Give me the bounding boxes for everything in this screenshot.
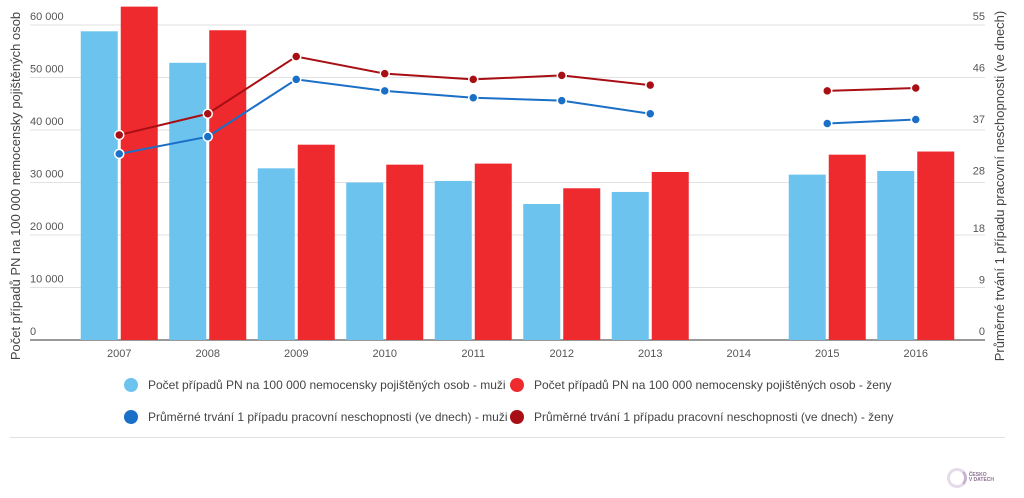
bar-women-2011 — [474, 163, 512, 340]
point-men-2011 — [468, 92, 479, 103]
point-men-2012 — [556, 95, 567, 106]
right-tick-label: 46 — [973, 63, 985, 75]
brand-logo: ČESKO V DATECH — [946, 468, 994, 488]
right-tick-label: 28 — [973, 166, 985, 178]
right-tick-label: 0 — [979, 326, 985, 338]
point-women-2013 — [645, 79, 656, 91]
legend-item-line-women: Průměrné trvání 1 případu pracovní nesch… — [510, 410, 894, 424]
bar-men-2013 — [611, 191, 649, 340]
legend-item-bar-men: Počet případů PN na 100 000 nemocensky p… — [124, 378, 506, 392]
bar-men-2007 — [80, 31, 118, 341]
left-axis-title: Počet případů PN na 100 000 nemocensky p… — [8, 12, 23, 360]
left-tick-label: 0 — [30, 326, 36, 338]
bar-women-2015 — [828, 154, 866, 340]
left-tick-label: 30 000 — [30, 169, 64, 181]
legend-swatch-icon — [124, 410, 138, 424]
bar-women-2008 — [209, 30, 247, 340]
right-axis-ticks: 0 9 18 28 37 46 55 — [973, 11, 985, 338]
line-women — [827, 87, 916, 92]
right-axis-title: Průměrné trvání 1 případu pracovní nesch… — [992, 11, 1007, 361]
legend-label: Průměrné trvání 1 případu pracovní nesch… — [148, 410, 508, 424]
left-tick-label: 40 000 — [30, 116, 64, 128]
legend-swatch-icon — [510, 410, 524, 424]
left-tick-label: 10 000 — [30, 274, 64, 286]
point-men-2013 — [645, 108, 656, 120]
bar-women-2009 — [297, 144, 335, 340]
point-women-2012 — [556, 70, 567, 81]
legend-swatch-icon — [510, 378, 524, 392]
left-axis-ticks: 0 10 000 20 000 30 000 40 000 50 000 60 000 — [30, 11, 64, 338]
legend-swatch-icon — [124, 378, 138, 392]
point-men-2016 — [910, 114, 921, 125]
bar-women-2012 — [563, 188, 601, 340]
x-tick-label: 2008 — [196, 348, 220, 360]
point-men-2009 — [291, 74, 302, 85]
bar-men-2011 — [434, 180, 472, 340]
right-tick-label: 9 — [979, 274, 985, 286]
line-men — [827, 118, 916, 125]
point-women-2010 — [379, 68, 390, 79]
point-women-2015 — [822, 85, 833, 97]
x-axis-ticks: 2007 2008 2009 2010 2011 2012 2013 2014 2015 2016 — [107, 348, 928, 360]
x-tick-label: 2010 — [373, 348, 397, 360]
bar-men-2010 — [346, 182, 384, 340]
x-tick-label: 2013 — [638, 348, 662, 360]
x-tick-label: 2009 — [284, 348, 308, 360]
point-women-2011 — [468, 74, 479, 85]
bar-men-2009 — [257, 168, 295, 340]
left-tick-label: 60 000 — [30, 11, 64, 23]
right-tick-label: 55 — [973, 11, 985, 23]
x-tick-label: 2012 — [550, 348, 574, 360]
x-tick-label: 2007 — [107, 348, 131, 360]
legend-label: Počet případů PN na 100 000 nemocensky p… — [148, 378, 506, 392]
point-men-2010 — [379, 85, 390, 97]
right-tick-label: 18 — [973, 223, 985, 235]
left-tick-label: 20 000 — [30, 221, 64, 233]
x-tick-label: 2014 — [727, 348, 751, 360]
bar-men-2012 — [523, 204, 561, 340]
bar-men-2015 — [788, 174, 826, 340]
bar-women-2013 — [651, 172, 689, 340]
point-women-2007 — [114, 129, 125, 141]
bar-men-2008 — [169, 62, 207, 341]
point-men-2015 — [822, 118, 833, 129]
bar-women-2016 — [917, 151, 955, 340]
legend-item-line-men: Průměrné trvání 1 případu pracovní nesch… — [124, 410, 508, 424]
bar-series-group — [80, 6, 955, 341]
x-tick-label: 2011 — [461, 348, 485, 360]
x-tick-label: 2016 — [904, 348, 928, 360]
combo-chart: 0 10 000 20 000 30 000 40 000 50 000 60 000 0 9… — [8, 6, 1007, 361]
legend-item-bar-women: Počet případů PN na 100 000 nemocensky p… — [510, 378, 892, 392]
x-tick-label: 2015 — [815, 348, 839, 360]
footer-divider — [10, 437, 1005, 438]
line-series-group — [114, 51, 921, 160]
point-men-2008 — [202, 131, 213, 142]
legend-label: Průměrné trvání 1 případu pracovní nesch… — [534, 410, 894, 424]
logo-text: ČESKO V DATECH — [968, 472, 994, 483]
point-women-2009 — [291, 51, 302, 62]
left-tick-label: 50 000 — [30, 64, 64, 76]
logo-ring-icon — [946, 468, 967, 488]
point-women-2016 — [910, 82, 921, 94]
bar-women-2010 — [386, 164, 424, 340]
bar-women-2007 — [120, 6, 158, 340]
point-women-2008 — [202, 108, 213, 120]
right-tick-label: 37 — [973, 114, 985, 126]
legend-label: Počet případů PN na 100 000 nemocensky p… — [534, 378, 892, 392]
point-men-2007 — [114, 148, 125, 160]
bar-men-2016 — [877, 170, 915, 340]
